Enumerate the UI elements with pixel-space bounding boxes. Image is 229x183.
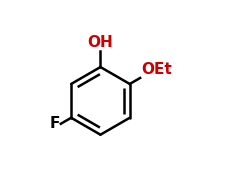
- Text: F: F: [49, 116, 60, 131]
- Text: OEt: OEt: [141, 62, 172, 77]
- Text: OH: OH: [87, 35, 113, 50]
